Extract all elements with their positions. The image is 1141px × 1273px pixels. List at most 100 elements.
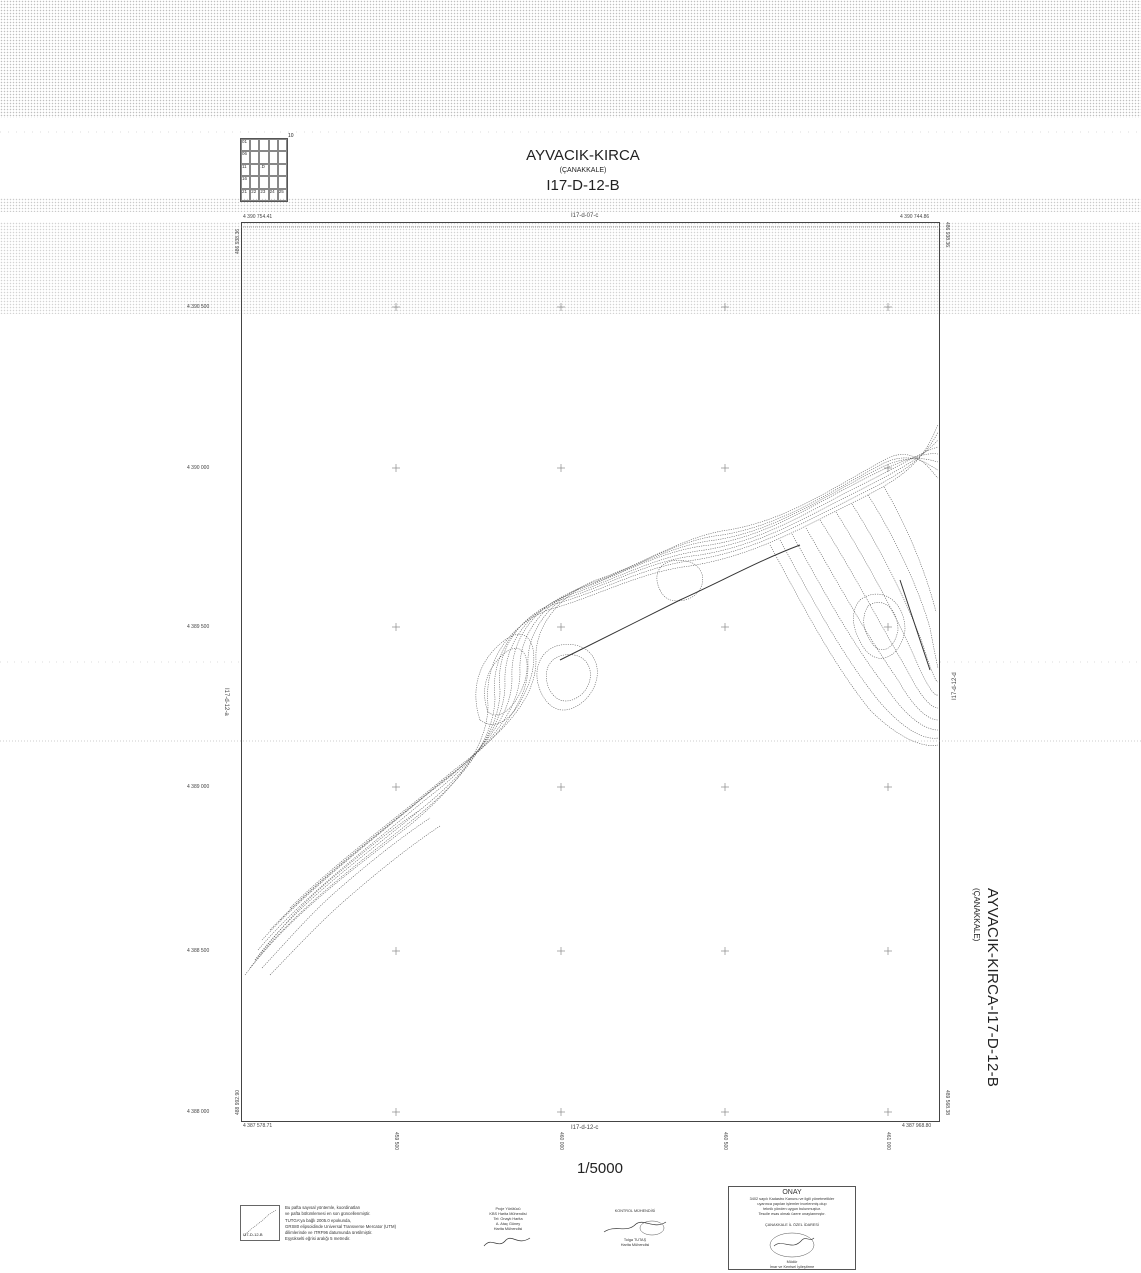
- contour-line: [819, 519, 939, 709]
- contour-line: [257, 446, 939, 951]
- adjacent-sheet-south: I17-d-12-c: [571, 1125, 599, 1131]
- index-corner-label: 10: [288, 133, 294, 139]
- contour-line: [883, 486, 937, 613]
- map-title: AYVACIK-KIRCA: [526, 147, 640, 164]
- signature-line: KBS Harita Mühendisi: [489, 1212, 527, 1216]
- contour-line: [835, 511, 939, 696]
- coord-bottom-right: 4 387 968.80: [902, 1123, 932, 1129]
- handwritten-signature: [603, 1220, 667, 1236]
- coord-bottom-left: 4 387 578.71: [243, 1123, 273, 1129]
- index-grid-cell: [250, 163, 260, 177]
- approval-text-line: teknik yönden uygun bulunmuştur.: [763, 1207, 821, 1211]
- northing-label: 4 389 000: [187, 784, 210, 790]
- contour-loop: [475, 634, 535, 725]
- note-line: GRS80 elipsoidinde Universal Transverse …: [285, 1223, 397, 1229]
- signature-line: Tolga TUTAŞ: [623, 1238, 647, 1242]
- approval-stamp: [769, 1232, 815, 1258]
- index-grid-cell: 01: [241, 139, 251, 152]
- index-grid-cell: [250, 176, 260, 189]
- index-grid-cell: 22: [250, 188, 260, 201]
- scan-noise-top: [0, 0, 1141, 118]
- northing-label: 4 388 000: [187, 1109, 210, 1115]
- inset-label: I17-D-12-B: [243, 1232, 263, 1237]
- contour-loop: [853, 593, 906, 659]
- map-scale: 1/5000: [577, 1160, 623, 1177]
- contour-line: [805, 527, 939, 721]
- approval-signer: Müdür: [786, 1260, 798, 1264]
- index-grid-cell: 24: [268, 188, 278, 201]
- side-sheet-title: AYVACIK-KIRCA-I17-D-12-B: [984, 888, 1001, 1088]
- coord-right-bottom-vertical: 489 568.38: [944, 1090, 950, 1116]
- easting-label: 461 000: [885, 1132, 891, 1151]
- index-grid-cell: 25: [277, 188, 287, 201]
- index-grid-cell: 23: [259, 188, 269, 201]
- handwritten-signature: [483, 1237, 531, 1247]
- coord-left-top-vertical: 486 938.36: [235, 228, 241, 254]
- index-grid-cell: [268, 163, 278, 177]
- note-line: Eşyükselti eğrisi aralığı 5 metredir.: [285, 1236, 351, 1242]
- map-notes: Bu pafta sayısal yöntemle, koordinatları…: [285, 1205, 396, 1243]
- easting-label: 460 000: [558, 1132, 564, 1151]
- map-province: (ÇANAKKALE): [559, 167, 607, 174]
- approval-text-line: uyarınca yapılan işlemler incelenmiş olu…: [757, 1202, 827, 1206]
- map-frame: [241, 222, 940, 1122]
- grid-crosses: [392, 303, 892, 1116]
- index-grid-cell: [268, 176, 278, 189]
- sheet-index-grid: 01 06 11 .D 16 21 22 23 24 25: [240, 138, 288, 202]
- note-line: Bu pafta sayısal yöntemle, koordinatları: [285, 1205, 361, 1210]
- index-grid-cell: [259, 139, 269, 152]
- contour-line: [249, 431, 939, 969]
- contour-loop: [656, 560, 704, 602]
- signature-line: Harita Mühendisi: [620, 1243, 650, 1247]
- contour-line: [244, 423, 939, 976]
- index-grid-cell: [277, 151, 287, 164]
- signature-line: KONTROL MÜHENDİSİ: [614, 1209, 656, 1213]
- contour-lines: [244, 423, 939, 976]
- approval-office: ÇANAKKALE İL ÖZEL İDARESİ: [765, 1223, 819, 1227]
- index-grid-cell: [250, 151, 260, 164]
- signature-line: Proje Yürütücü: [495, 1207, 521, 1211]
- easting-label: 460 500: [722, 1132, 728, 1151]
- index-grid-cell: 11: [241, 163, 251, 177]
- location-inset: I17-D-12-B: [240, 1205, 280, 1241]
- index-grid-cell: .D: [259, 163, 269, 177]
- index-grid-cell: [268, 139, 278, 152]
- approval-box: ONAY 3402 sayılı Kadastro Kanunu ve ilgi…: [728, 1186, 856, 1270]
- index-grid-cell: [277, 176, 287, 189]
- index-grid-cell: [268, 151, 278, 164]
- contour-line: [791, 533, 939, 731]
- contour-line: [261, 453, 939, 941]
- approval-heading: ONAY: [782, 1189, 802, 1196]
- stream-line: [559, 544, 801, 661]
- index-grid-cell: [259, 176, 269, 189]
- northing-label: 4 388 500: [187, 948, 210, 954]
- northing-label: 4 390 500: [187, 304, 210, 310]
- approval-signer: İmar ve Kentsel İyileştirme: [769, 1265, 815, 1269]
- contour-line: [289, 454, 939, 909]
- northing-label: 4 389 500: [187, 624, 210, 630]
- contour-line: [269, 825, 441, 976]
- coord-top-left: 4 390 754.41: [243, 214, 273, 220]
- stream-lines: [559, 544, 931, 671]
- adjacent-sheet-east: I17-d-12-d: [952, 672, 958, 700]
- note-line: dilimlerinde ve ITRF96 datumunda üretilm…: [285, 1230, 373, 1236]
- index-grid-cell: 21: [241, 188, 251, 201]
- contour-line: [261, 817, 431, 969]
- index-grid-cell: [259, 151, 269, 164]
- easting-label: 459 500: [393, 1132, 399, 1151]
- northing-label: 4 390 000: [187, 465, 210, 471]
- adjacent-sheet-west: I17-d-12-a: [223, 688, 229, 716]
- side-sheet-province: (ÇANAKKALE): [972, 888, 981, 942]
- scan-noise-band: [0, 222, 1141, 314]
- signature-line: Harita Mühendisi: [493, 1227, 523, 1231]
- stream-line: [899, 579, 931, 671]
- contour-line: [254, 439, 939, 961]
- contour-loop: [484, 648, 528, 716]
- coord-left-bottom-vertical: 488 992.90: [235, 1089, 241, 1115]
- contour-loop: [863, 602, 899, 650]
- approval-text-line: Tescile esas olmak üzere onaylanmıştır.: [758, 1212, 826, 1216]
- index-grid-cell: [277, 163, 287, 177]
- index-grid-cell: 06: [241, 151, 251, 164]
- signature-block-control: KONTROL MÜHENDİSİ Tolga TUTAŞ Harita Müh…: [600, 1209, 670, 1248]
